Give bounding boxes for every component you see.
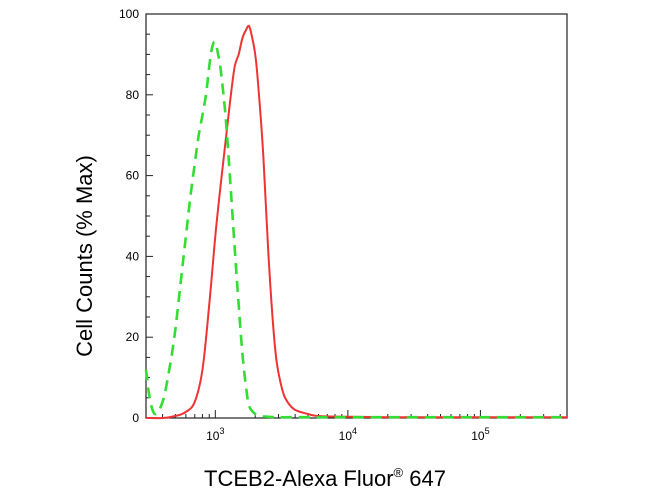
y-tick-label: 20 [126,330,140,344]
y-tick-label: 80 [126,88,140,102]
x-tick-label: 104 [339,426,357,443]
x-axis-title-text: TCEB2-Alexa Fluor [204,466,394,491]
x-axis-title: TCEB2-Alexa Fluor® 647 [204,465,446,491]
x-axis-ticks: 103 104 105 [145,410,561,443]
x-tick-label: 105 [471,426,489,443]
series-layer [144,24,567,420]
x-tick-label: 103 [206,426,224,443]
y-tick-label: 0 [132,411,139,425]
y-axis-title: Cell Counts (% Max) [72,155,97,357]
y-tick-label: 60 [126,169,140,183]
series-line-solid [145,24,567,420]
series-line-dashed [144,40,567,419]
y-axis-ticks: 0 20 40 60 80 100 [119,7,153,425]
y-tick-label: 100 [119,7,139,21]
y-tick-label: 40 [126,249,140,263]
x-axis-title-suffix: 647 [403,466,446,491]
plot-border [145,13,568,419]
x-axis-title-sup: ® [394,465,404,480]
plot-frame [145,13,568,419]
